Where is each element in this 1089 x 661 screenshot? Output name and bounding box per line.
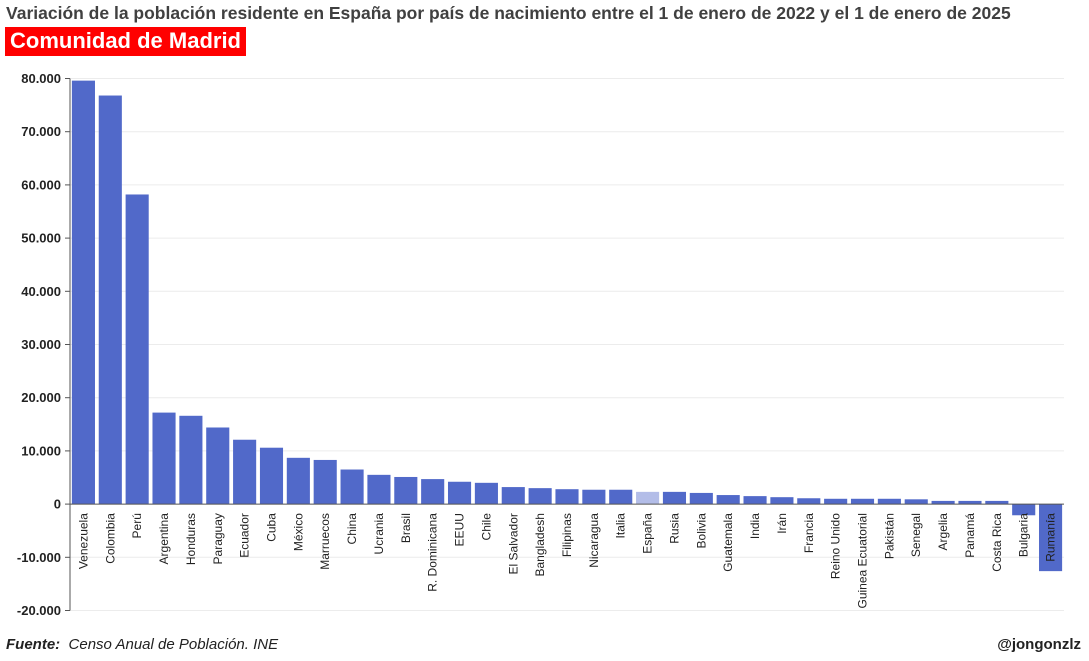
bar-argelia — [931, 500, 955, 505]
y-axis-ticks: -20.000 -10.000 0 10.000 20.000 30.000 40.000 5… — [17, 71, 70, 618]
bar-venezuela — [71, 80, 95, 505]
category-label: Bulgaria — [1017, 513, 1031, 557]
bar-eeuu — [447, 481, 472, 505]
bars — [71, 80, 1063, 572]
category-label: Rusia — [667, 513, 681, 544]
category-label: Brasil — [399, 513, 413, 543]
category-label: China — [345, 513, 359, 545]
category-label: España — [641, 513, 655, 554]
bar-bulgaria — [1012, 504, 1036, 516]
source-footer: Fuente: Censo Anual de Población. INE — [6, 636, 278, 653]
category-label: EEUU — [453, 513, 467, 546]
category-label: Irán — [775, 513, 789, 534]
category-label: El Salvador — [506, 513, 520, 574]
bar-chile — [474, 482, 498, 505]
category-label: Reino Unido — [829, 513, 843, 579]
bar-ecuador — [233, 439, 257, 505]
category-label: Pakistán — [882, 513, 896, 559]
category-label: Bangladesh — [533, 513, 547, 576]
bar-marruecos — [313, 459, 337, 505]
category-label: Honduras — [184, 513, 198, 565]
bar-ir-n — [770, 497, 794, 505]
category-label: Bolivia — [694, 513, 708, 549]
chart-title: Variación de la población residente en E… — [6, 3, 1011, 23]
bar-panam- — [958, 500, 982, 505]
category-label: Cuba — [264, 513, 278, 542]
bar-guinea-ecuatorial — [850, 498, 875, 505]
bar-reino-unido — [824, 498, 848, 505]
bar-pakist-n — [877, 498, 901, 505]
category-label: Perú — [130, 513, 144, 538]
y-tick-label: 10.000 — [21, 443, 61, 458]
category-label: México — [291, 513, 305, 551]
y-tick-label: 70.000 — [21, 124, 61, 139]
bar-cuba — [259, 447, 284, 505]
bar-italia — [609, 489, 633, 505]
category-label: Paraguay — [211, 513, 225, 564]
axes — [69, 78, 1064, 611]
bar-nicaragua — [582, 489, 606, 505]
category-label: India — [748, 513, 762, 539]
source-text: Censo Anual de Población. INE — [68, 636, 279, 653]
category-labels: Venezuela Colombia Perú Argentina Honduras Pa… — [76, 513, 1057, 609]
bar-colombia — [98, 95, 122, 505]
y-tick-label: 50.000 — [21, 231, 61, 246]
y-tick-label: 0 — [54, 497, 61, 512]
bar-m-xico — [286, 457, 310, 505]
category-label: Nicaragua — [587, 513, 601, 568]
bar-el-salvador — [501, 487, 525, 505]
bar-paraguay — [206, 427, 230, 505]
category-label: Colombia — [103, 513, 117, 564]
y-tick-label: 80.000 — [21, 71, 61, 86]
bar-rusia — [662, 491, 687, 505]
category-label: Rumanía — [1044, 513, 1058, 562]
bar-china — [340, 469, 364, 505]
category-label: Marruecos — [318, 513, 332, 570]
y-tick-label: 30.000 — [21, 337, 61, 352]
bar-honduras — [179, 415, 203, 505]
category-label: Panamá — [963, 513, 977, 558]
category-label: Filipinas — [560, 513, 574, 557]
category-label: Chile — [479, 513, 493, 541]
category-label: Guatemala — [721, 513, 735, 572]
bar-costa-rica — [985, 500, 1009, 505]
bar-india — [743, 496, 767, 505]
source-label: Fuente: — [6, 636, 61, 653]
bar-senegal — [904, 499, 928, 505]
category-label: Ucrania — [372, 513, 386, 555]
bar-francia — [797, 498, 821, 505]
category-label: Senegal — [909, 513, 923, 557]
bar-per- — [125, 194, 149, 505]
category-label: Ecuador — [238, 513, 252, 558]
bar-ruman-a — [1039, 504, 1063, 572]
category-label: Argelia — [936, 513, 950, 551]
bar-bangladesh — [528, 488, 552, 505]
category-label: Francia — [802, 513, 816, 553]
bar-argentina — [152, 412, 176, 505]
bar-espa-a — [636, 491, 660, 505]
region-subtitle: Comunidad de Madrid — [5, 27, 246, 56]
bar-brasil — [394, 476, 418, 505]
author-handle: @jongonzlz — [997, 636, 1081, 653]
category-label: Venezuela — [76, 513, 90, 569]
category-label: Italia — [614, 513, 628, 539]
bar-guatemala — [716, 495, 740, 505]
y-tick-label: 20.000 — [21, 390, 61, 405]
bar-r-dominicana — [421, 479, 445, 505]
bar-ucrania — [367, 474, 391, 505]
y-tick-label: -20.000 — [17, 603, 61, 618]
category-label: R. Dominicana — [426, 513, 440, 592]
category-label: Argentina — [157, 513, 171, 565]
y-tick-label: 40.000 — [21, 284, 61, 299]
bar-filipinas — [555, 489, 579, 505]
y-tick-label: -10.000 — [17, 550, 61, 565]
bar-bolivia — [689, 492, 713, 505]
y-tick-label: 60.000 — [21, 177, 61, 192]
category-label: Guinea Ecuatorial — [856, 513, 870, 608]
category-label: Costa Rica — [990, 513, 1004, 572]
